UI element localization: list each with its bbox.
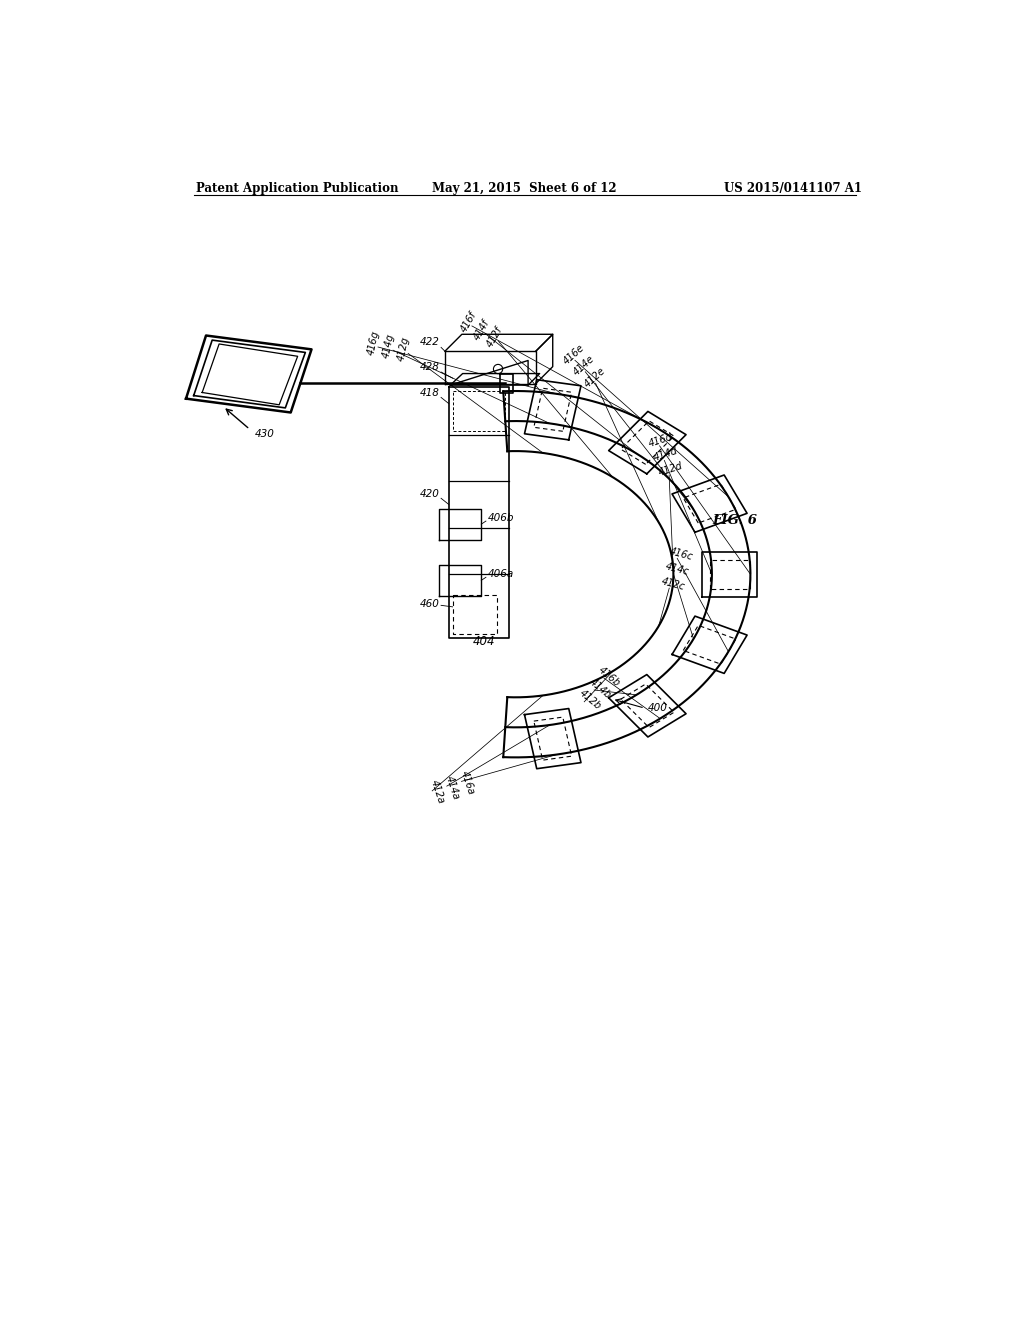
Text: 414c: 414c <box>665 561 690 577</box>
Text: May 21, 2015  Sheet 6 of 12: May 21, 2015 Sheet 6 of 12 <box>432 182 617 194</box>
Text: 414f: 414f <box>472 318 492 342</box>
Text: 422: 422 <box>420 337 439 347</box>
Text: 412g: 412g <box>396 335 412 363</box>
Text: 414b: 414b <box>587 676 612 700</box>
Text: 414d: 414d <box>652 446 679 463</box>
Text: 412d: 412d <box>657 461 684 478</box>
Text: 412e: 412e <box>582 366 607 389</box>
Text: 430: 430 <box>255 429 275 440</box>
Text: 406b: 406b <box>487 513 514 523</box>
Text: 416c: 416c <box>669 546 694 562</box>
Text: 412a: 412a <box>429 779 446 805</box>
Text: FIG. 6: FIG. 6 <box>712 515 757 527</box>
Text: 412c: 412c <box>660 576 686 591</box>
Text: 412b: 412b <box>578 688 603 711</box>
Text: 404: 404 <box>473 635 496 648</box>
Text: US 2015/0141107 A1: US 2015/0141107 A1 <box>724 182 862 194</box>
Text: 416g: 416g <box>367 330 381 356</box>
Text: 428: 428 <box>420 363 439 372</box>
Text: 420: 420 <box>420 488 439 499</box>
Text: 416d: 416d <box>648 432 675 449</box>
Text: 416e: 416e <box>561 342 587 367</box>
Text: Patent Application Publication: Patent Application Publication <box>196 182 398 194</box>
Text: 414a: 414a <box>444 775 461 801</box>
Text: 414e: 414e <box>571 354 597 378</box>
Text: 460: 460 <box>420 599 439 609</box>
Text: 414g: 414g <box>381 333 396 359</box>
Text: 416f: 416f <box>459 310 478 334</box>
Text: 416b: 416b <box>597 664 623 688</box>
Text: 400: 400 <box>648 704 668 713</box>
Text: 416a: 416a <box>459 770 476 796</box>
Text: 418: 418 <box>420 388 439 397</box>
Text: 406a: 406a <box>487 569 514 579</box>
Text: 412f: 412f <box>485 325 505 350</box>
